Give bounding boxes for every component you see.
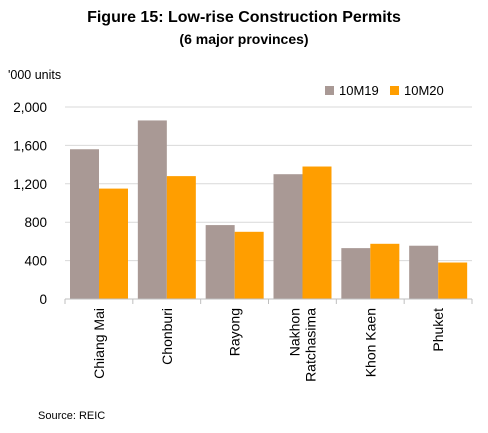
bar-10m19-khon-kaen <box>341 248 371 299</box>
y-axis-unit-label: '000 units <box>8 68 62 82</box>
bar-10m19-nakhon-ratchasima <box>273 174 303 299</box>
legend-label-10m20: 10M20 <box>404 83 444 98</box>
category-label: Khon Kaen <box>362 308 378 377</box>
y-tick-label: 800 <box>24 215 47 230</box>
bar-10m20-phuket <box>438 262 468 299</box>
category-label: Phuket <box>430 308 446 352</box>
category-label: Chonburi <box>159 308 175 365</box>
gridlines <box>65 106 472 262</box>
legend-label-10m19: 10M19 <box>339 83 379 98</box>
y-tick-label: 1,200 <box>13 177 47 192</box>
bar-10m20-rayong <box>234 231 264 299</box>
bar-10m19-rayong <box>205 225 235 299</box>
y-tick-label: 2,000 <box>13 100 47 115</box>
bar-10m19-chonburi <box>137 120 167 299</box>
bar-10m20-chonburi <box>166 176 196 299</box>
source-note: Source: REIC <box>38 410 106 422</box>
y-axis-ticks: 0 400 800 1,200 1,600 2,000 <box>13 100 47 307</box>
category-label: Chiang Mai <box>91 308 107 379</box>
bar-10m20-nakhon-ratchasima <box>302 166 332 299</box>
category-label: Nakhon <box>286 308 302 356</box>
x-axis-ticks <box>64 299 473 304</box>
bar-10m19-chiang-mai <box>70 149 99 299</box>
category-labels: Chiang Mai Chonburi Rayong Nakhon Ratchasima… <box>91 308 446 382</box>
chart-title: Figure 15: Low-rise Construction Permits <box>87 9 401 26</box>
category-label: Rayong <box>227 308 243 356</box>
bars <box>70 120 468 299</box>
legend: 10M19 10M20 <box>325 83 444 98</box>
chart-subtitle: (6 major provinces) <box>179 31 309 47</box>
bar-10m19-phuket <box>409 245 439 299</box>
legend-swatch-10m20 <box>390 86 399 95</box>
y-tick-label: 400 <box>24 254 47 269</box>
category-label: Ratchasima <box>302 308 318 382</box>
bar-10m20-chiang-mai <box>99 188 128 299</box>
bar-10m20-khon-kaen <box>370 243 400 299</box>
y-tick-label: 0 <box>39 292 47 307</box>
y-tick-label: 1,600 <box>13 138 47 153</box>
legend-swatch-10m19 <box>325 86 334 95</box>
